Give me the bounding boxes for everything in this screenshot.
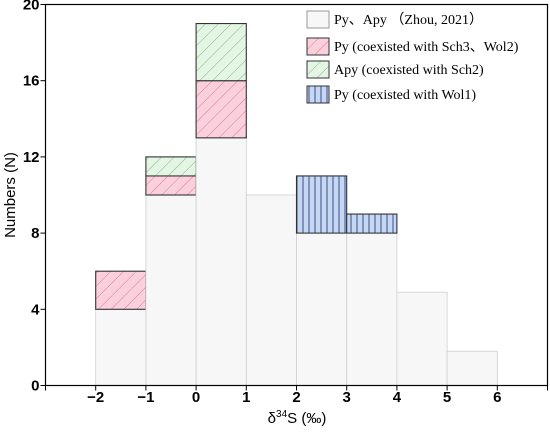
legend-swatch-0 xyxy=(306,10,330,29)
bars-layer xyxy=(95,22,498,386)
y-tick-label: 4 xyxy=(31,301,40,318)
legend-label-2: Apy (coexisted with Sch2) xyxy=(334,63,484,78)
x-axis-title-superscript: 34 xyxy=(276,409,288,420)
legend: Py、Apy （Zhou, 2021） Py (coexisted with Sc… xyxy=(306,10,519,104)
x-tick-label: −1 xyxy=(137,389,154,406)
bar-s0-bin2 xyxy=(195,137,247,386)
x-axis: −2 −1 0 1 2 3 4 5 6 xyxy=(45,385,548,406)
y-tick-label: 20 xyxy=(23,0,40,14)
y-axis-title: Numbers (N) xyxy=(2,152,19,238)
x-axis-title-suffix: S (‰) xyxy=(287,410,326,427)
legend-swatch-1 xyxy=(306,37,330,56)
x-tick-label: 4 xyxy=(393,389,402,406)
bar-s0-bin0 xyxy=(95,308,147,386)
x-tick-label: 1 xyxy=(242,389,250,406)
x-tick-label: 0 xyxy=(192,389,200,406)
y-tick-label: 12 xyxy=(23,149,40,166)
y-tick-label: 8 xyxy=(31,225,39,242)
bar-s0-bin5 xyxy=(346,232,398,386)
y-tick-label: 0 xyxy=(31,378,39,395)
x-axis-title: δ34S (‰) xyxy=(268,409,327,427)
x-tick-label: 2 xyxy=(292,389,300,406)
bar-s2-bin1 xyxy=(145,156,197,177)
bar-s3-bin5 xyxy=(346,213,398,234)
legend-label-0: Py、Apy （Zhou, 2021） xyxy=(334,12,483,28)
y-axis: 0 4 8 12 16 20 xyxy=(23,0,46,395)
bar-s1-bin0 xyxy=(95,270,147,310)
legend-label-3: Py (coexisted with Wol1) xyxy=(334,88,476,103)
legend-swatch-2 xyxy=(306,60,330,79)
bar-s0-bin3 xyxy=(245,194,297,386)
bar-s0-bin4 xyxy=(296,232,348,386)
bar-s1-bin2 xyxy=(195,80,247,139)
bar-s2-bin2 xyxy=(195,22,247,82)
x-axis-title-prefix: δ xyxy=(268,410,276,427)
bar-s0-bin7 xyxy=(446,350,498,386)
bar-s0-bin1 xyxy=(145,194,197,386)
bar-s1-bin1 xyxy=(145,175,197,196)
bar-s0-bin6 xyxy=(396,291,448,386)
x-tick-label: 3 xyxy=(343,389,351,406)
legend-swatch-3 xyxy=(306,85,330,104)
y-tick-label: 16 xyxy=(23,73,40,90)
x-tick-label: −2 xyxy=(87,389,104,406)
bar-s3-bin4 xyxy=(295,175,348,234)
x-tick-label: 5 xyxy=(443,389,451,406)
legend-label-1: Py (coexisted with Sch3、Wol2) xyxy=(334,40,519,55)
x-tick-label: 6 xyxy=(493,389,501,406)
